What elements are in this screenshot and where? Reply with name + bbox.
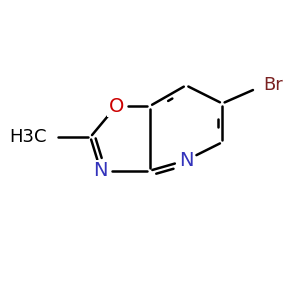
Text: H3C: H3C: [9, 128, 46, 146]
Text: Br: Br: [264, 76, 284, 94]
Text: N: N: [94, 161, 108, 180]
Text: O: O: [109, 97, 124, 116]
Text: N: N: [179, 151, 193, 170]
